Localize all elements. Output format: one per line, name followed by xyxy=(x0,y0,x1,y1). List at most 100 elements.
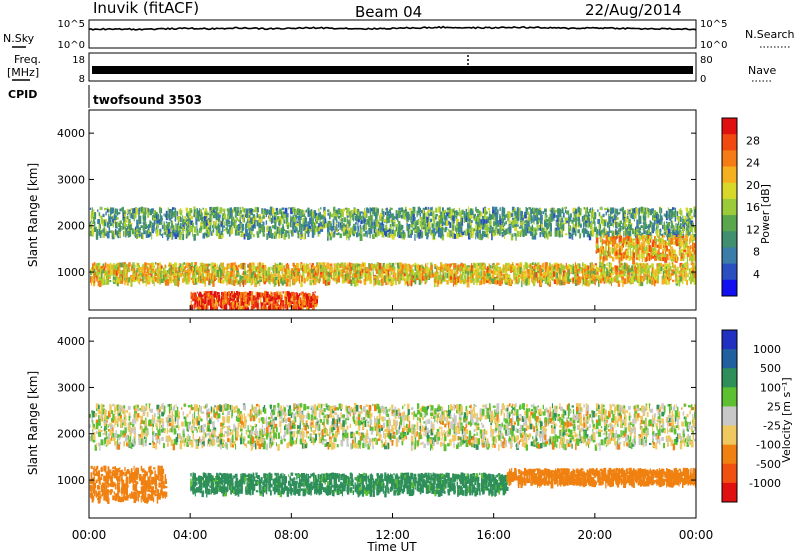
scatter-cell xyxy=(297,271,301,276)
scatter-cell xyxy=(268,230,271,236)
scatter-cell xyxy=(214,271,217,276)
scatter-cell xyxy=(523,264,525,272)
scatter-cell xyxy=(131,275,133,281)
scatter-cell xyxy=(337,209,341,214)
scatter-cell xyxy=(175,224,178,231)
scatter-cell xyxy=(574,262,576,268)
scatter-cell xyxy=(102,213,105,218)
scatter-cell xyxy=(525,279,528,286)
scatter-cell xyxy=(172,225,175,228)
scatter-cell xyxy=(149,221,152,228)
scatter-cell xyxy=(526,268,528,273)
scatter-cell xyxy=(376,269,379,274)
scatter-cell xyxy=(196,208,199,215)
scatter-cell xyxy=(247,278,251,281)
scatter-cell xyxy=(236,272,239,275)
scatter-cell xyxy=(453,233,457,239)
scatter-cell xyxy=(450,209,454,216)
scatter-cell xyxy=(124,263,128,270)
scatter-cell xyxy=(399,278,401,284)
scatter-cell xyxy=(320,216,323,220)
scatter-cell xyxy=(278,262,282,266)
scatter-cell xyxy=(159,220,161,225)
scatter-cell xyxy=(387,217,390,224)
scatter-cell xyxy=(363,233,366,237)
scatter-cell xyxy=(619,280,621,284)
scatter-cell xyxy=(441,234,445,241)
scatter-cell xyxy=(113,279,115,283)
scatter-cell xyxy=(355,208,358,214)
scatter-cell xyxy=(178,216,181,223)
scatter-cell xyxy=(301,231,303,238)
scatter-cell xyxy=(148,267,152,274)
scatter-cell xyxy=(169,270,171,276)
scatter-cell xyxy=(599,263,602,269)
scatter-cell xyxy=(230,276,232,280)
scatter-cell xyxy=(284,274,287,281)
scatter-cell xyxy=(126,216,128,219)
scatter-cell xyxy=(97,268,99,272)
scatter-cell xyxy=(390,280,393,287)
scatter-cell xyxy=(177,269,180,273)
scatter-cell xyxy=(376,211,378,216)
scatter-cell xyxy=(297,232,300,239)
scatter-cell xyxy=(221,218,223,225)
scatter-cell xyxy=(93,209,95,216)
scatter-cell xyxy=(251,267,255,272)
scatter-cell xyxy=(457,268,459,274)
scatter-cell xyxy=(179,223,182,228)
scatter-cell xyxy=(584,274,586,282)
scatter-cell xyxy=(151,211,153,214)
scatter-cell xyxy=(142,271,146,278)
scatter-cell xyxy=(680,264,683,267)
scatter-cell xyxy=(334,226,337,229)
scatter-cell xyxy=(153,210,155,216)
scatter-cell xyxy=(386,207,388,212)
scatter-cell xyxy=(142,207,145,214)
scatter-cell xyxy=(490,278,492,283)
scatter-cell xyxy=(458,234,462,237)
noise-right-label: N.Search xyxy=(745,28,795,41)
scatter-cell xyxy=(440,262,443,267)
scatter-cell xyxy=(514,276,517,283)
scatter-cell xyxy=(412,264,415,267)
scatter-cell xyxy=(385,208,387,211)
scatter-cell xyxy=(174,216,177,222)
scatter-cell xyxy=(366,268,368,272)
scatter-cell xyxy=(582,279,584,287)
scatter-cell xyxy=(186,233,188,239)
scatter-cell xyxy=(560,264,564,272)
scatter-cell xyxy=(468,210,470,218)
scatter-cell xyxy=(465,270,467,274)
scatter-cell xyxy=(525,262,528,269)
scatter-cell xyxy=(241,272,244,276)
scatter-cell xyxy=(673,271,676,274)
scatter-cell xyxy=(183,272,186,279)
scatter-cell xyxy=(416,210,418,218)
scatter-cell xyxy=(234,276,236,281)
scatter-cell xyxy=(248,216,251,224)
scatter-cell xyxy=(148,263,152,270)
scatter-cell xyxy=(332,231,336,237)
scatter-cell xyxy=(245,208,249,215)
scatter-cell xyxy=(387,233,390,238)
scatter-cell xyxy=(397,232,398,237)
scatter-cell xyxy=(225,219,228,226)
scatter-cell xyxy=(311,218,314,224)
scatter-cell xyxy=(608,271,610,277)
scatter-cell xyxy=(261,270,264,276)
scatter-cell xyxy=(690,267,694,274)
scatter-cell xyxy=(621,274,625,281)
scatter-cell xyxy=(98,280,102,288)
scatter-cell xyxy=(375,229,378,233)
scatter-cell xyxy=(296,223,299,227)
scatter-cell xyxy=(267,276,269,281)
scatter-cell xyxy=(290,219,294,225)
scatter-cell xyxy=(449,222,452,228)
scatter-cell xyxy=(646,269,649,277)
scatter-cell xyxy=(376,221,378,227)
scatter-cell xyxy=(143,211,147,216)
scatter-cell xyxy=(492,232,496,237)
scatter-cell xyxy=(534,271,536,278)
scatter-cell xyxy=(360,268,363,275)
